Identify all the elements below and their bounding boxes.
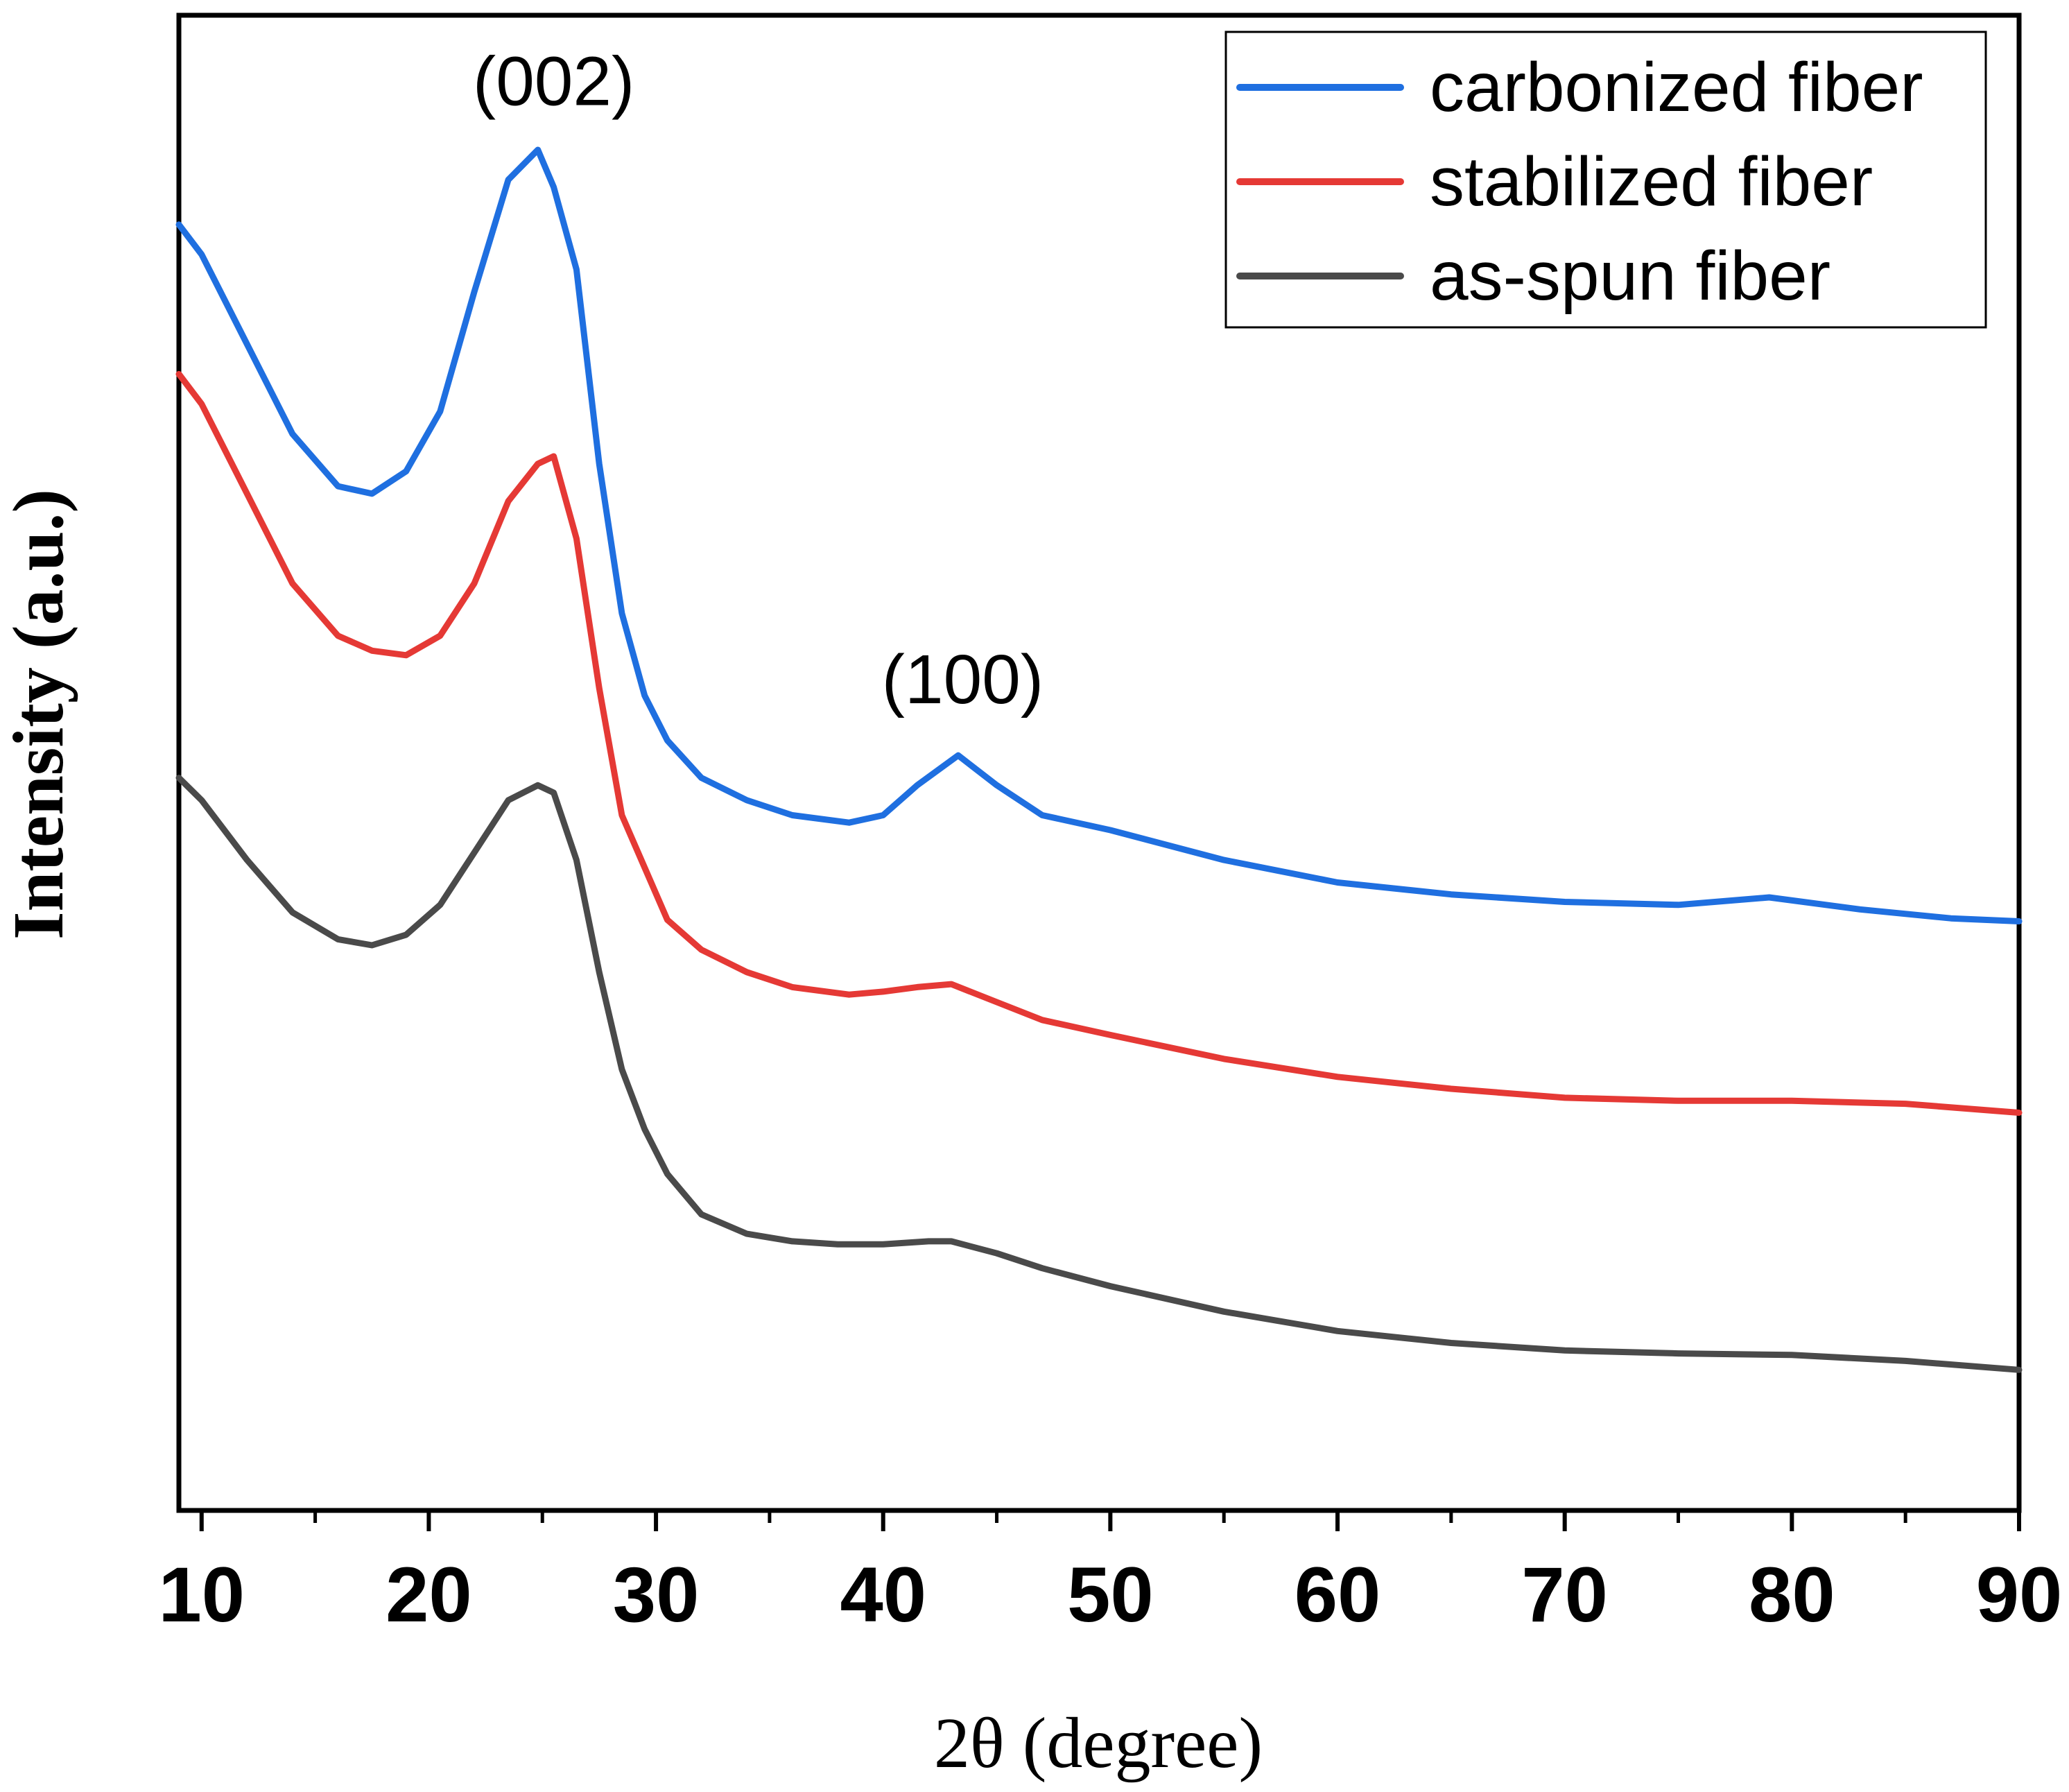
x-tick-label: 40: [840, 1551, 926, 1638]
x-tick-label: 10: [158, 1551, 245, 1638]
x-tick-label: 30: [613, 1551, 700, 1638]
x-tick-label: 20: [386, 1551, 472, 1638]
legend-label: stabilized fiber: [1430, 143, 1873, 221]
peak-annotation: (100): [882, 641, 1044, 718]
x-axis-ticks: 10 20 30 40 50 60 70 80 90: [158, 1510, 2062, 1638]
x-axis-title: 2θ (degree): [934, 1703, 1263, 1783]
peak-annotations: (002) (100): [473, 42, 1044, 718]
peak-annotation: (002): [473, 42, 634, 120]
plot-frame: [176, 12, 2022, 1513]
series-line-as-spun-fiber: [175, 775, 2023, 1373]
series-layer: [175, 146, 2023, 1373]
legend-items: carbonized fiber stabilized fiber as-spun …: [1236, 49, 1923, 315]
series-line-carbonized-fiber: [175, 146, 2023, 924]
x-tick-label: 50: [1067, 1551, 1154, 1638]
x-tick-label: 80: [1749, 1551, 1835, 1638]
x-tick-label: 70: [1521, 1551, 1608, 1638]
legend-label: as-spun fiber: [1430, 237, 1830, 315]
x-tick-label: 90: [1976, 1551, 2063, 1638]
x-tick-label: 60: [1295, 1551, 1381, 1638]
legend: carbonized fiber stabilized fiber as-spun …: [1224, 31, 1987, 329]
series-line-stabilized-fiber: [175, 370, 2023, 1116]
legend-label: carbonized fiber: [1430, 49, 1923, 126]
y-axis-title: Intensity (a.u.): [0, 489, 78, 940]
